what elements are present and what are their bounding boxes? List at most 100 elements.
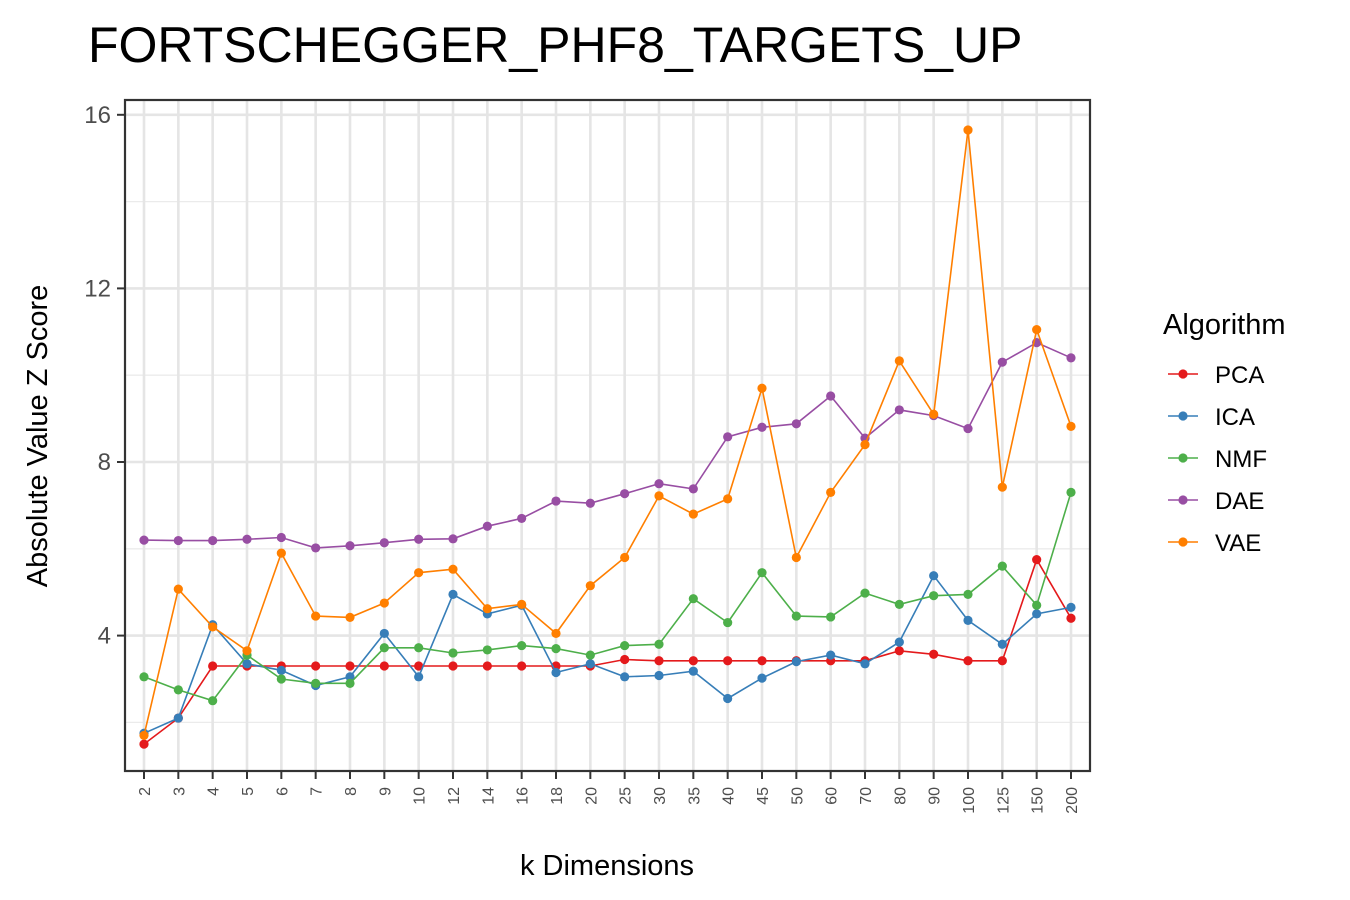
data-point-pca (757, 656, 767, 666)
data-point-ica (345, 672, 355, 682)
data-point-nmf (688, 594, 698, 604)
data-point-vae (517, 599, 527, 609)
data-point-nmf (791, 611, 801, 621)
data-point-ica (173, 713, 183, 723)
data-point-pca (139, 739, 149, 749)
data-point-dae (311, 543, 321, 553)
data-point-dae (1066, 353, 1076, 363)
data-point-nmf (345, 678, 355, 688)
data-point-nmf (379, 643, 389, 653)
data-point-vae (139, 730, 149, 741)
x-tick-label: 30 (652, 787, 669, 805)
chart-title: FORTSCHEGGER_PHF8_TARGETS_UP (88, 17, 1022, 73)
x-tick-label: 2 (137, 787, 154, 796)
legend-label: VAE (1215, 530, 1261, 557)
data-point-dae (379, 538, 389, 548)
data-point-ica (551, 667, 561, 678)
x-tick-label: 14 (480, 787, 497, 805)
data-point-ica (757, 673, 767, 683)
data-point-nmf (173, 685, 183, 695)
data-point-vae (345, 612, 355, 622)
legend-item-ica: ICA (1168, 404, 1255, 431)
data-point-ica (723, 693, 733, 704)
data-point-nmf (139, 672, 149, 682)
x-tick-label: 125 (995, 787, 1012, 814)
data-point-ica (620, 672, 630, 682)
data-point-ica (963, 615, 973, 626)
x-tick-label: 60 (824, 787, 841, 805)
x-tick-label: 90 (927, 787, 944, 805)
series-vae (139, 125, 1076, 741)
data-point-ica (997, 639, 1007, 649)
data-point-ica (276, 665, 286, 675)
data-point-vae (208, 622, 218, 632)
data-point-vae (757, 383, 767, 393)
data-point-vae (242, 646, 252, 656)
legend-key-point (1178, 495, 1188, 505)
data-point-vae (311, 611, 321, 621)
data-point-vae (654, 491, 664, 501)
data-point-vae (620, 552, 630, 563)
data-point-nmf (860, 588, 870, 598)
legend-key-point (1178, 369, 1188, 379)
data-point-nmf (929, 591, 939, 601)
legend-item-dae: DAE (1168, 488, 1264, 515)
x-tick-label: 6 (274, 787, 291, 796)
data-point-vae (723, 494, 733, 504)
data-point-vae (276, 548, 286, 558)
data-point-nmf (482, 645, 492, 655)
data-point-ica (688, 666, 698, 676)
x-tick-label: 9 (377, 787, 394, 796)
data-point-vae (482, 604, 492, 614)
data-point-ica (826, 650, 836, 660)
data-point-vae (860, 440, 870, 450)
series-line-nmf (143, 492, 1072, 702)
x-tick-label: 4 (206, 787, 223, 796)
series-line-pca (143, 557, 1072, 745)
data-point-dae (997, 357, 1007, 367)
data-point-nmf (963, 589, 973, 599)
data-point-vae (894, 356, 904, 366)
x-tick-label: 20 (583, 787, 600, 805)
y-tick-label: 8 (98, 449, 111, 476)
x-tick-label: 35 (686, 787, 703, 805)
data-point-pca (1032, 555, 1042, 565)
x-tick-label: 12 (446, 787, 463, 805)
x-tick-label: 3 (171, 787, 188, 796)
x-tick-label: 40 (721, 787, 738, 805)
data-point-pca (620, 654, 630, 665)
x-tick-label: 200 (1064, 787, 1081, 814)
data-point-pca (345, 661, 355, 671)
data-point-ica (791, 657, 801, 667)
data-point-vae (1066, 421, 1076, 432)
x-tick-label: 18 (549, 787, 566, 805)
data-point-nmf (414, 643, 424, 653)
x-tick-label: 50 (789, 787, 806, 805)
data-point-nmf (826, 612, 836, 622)
data-point-nmf (1066, 487, 1076, 497)
y-axis: 4 8 12 16 (84, 102, 125, 650)
series-dae (139, 338, 1076, 553)
data-point-pca (654, 656, 664, 666)
series-pca (139, 555, 1076, 749)
data-point-nmf (723, 617, 733, 628)
data-point-vae (551, 628, 561, 639)
x-tick-label: 7 (309, 787, 326, 796)
data-point-dae (482, 521, 492, 531)
data-point-ica (1032, 609, 1042, 619)
x-tick-label: 25 (618, 787, 635, 805)
legend-label: DAE (1215, 488, 1264, 515)
data-point-dae (654, 479, 664, 489)
data-point-pca (517, 661, 527, 671)
data-point-ica (860, 659, 870, 669)
series-line-dae (143, 341, 1072, 549)
y-tick-label: 16 (84, 102, 111, 129)
data-point-pca (311, 661, 321, 671)
data-point-dae (757, 422, 767, 432)
data-point-dae (723, 432, 733, 442)
data-point-ica (1066, 602, 1076, 612)
data-point-ica (414, 672, 424, 682)
data-point-ica (585, 659, 595, 669)
data-point-dae (963, 423, 973, 434)
